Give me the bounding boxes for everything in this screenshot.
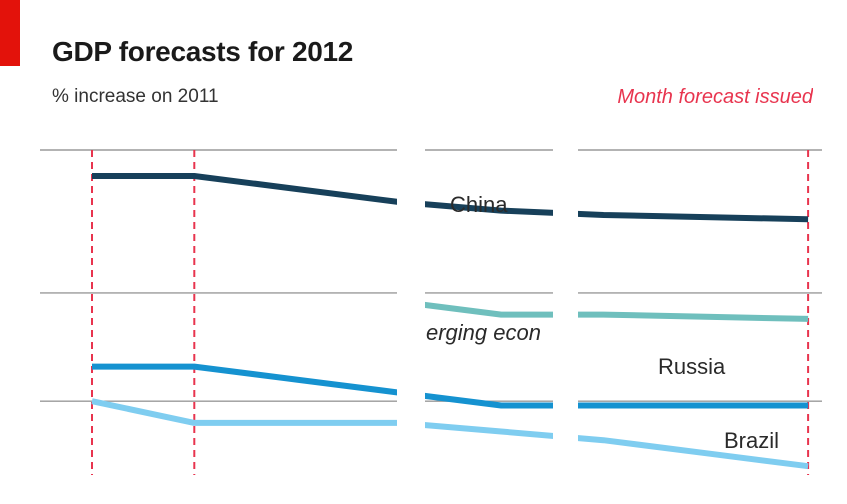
- series-line-china: [92, 173, 809, 223]
- series-label-russia: Russia: [658, 354, 726, 379]
- panel-gaps: [397, 120, 578, 500]
- series-label-brazil: Brazil: [724, 428, 779, 453]
- panel-gap-1: [553, 120, 578, 500]
- series-label-china: China: [450, 192, 508, 217]
- forecast-marker-legend: Month forecast issued: [617, 86, 813, 108]
- gridlines: [40, 149, 822, 402]
- chart-subtitle: % increase on 2011: [52, 86, 219, 107]
- panel-gap-0: [397, 120, 425, 500]
- series-lines: [91, 173, 809, 470]
- series-labels: China erging econ Russia Brazil: [426, 192, 779, 453]
- series-label-emerging-economies: erging econ: [426, 320, 541, 345]
- chart-title: GDP forecasts for 2012: [52, 36, 354, 67]
- series-line-brazil: [91, 398, 809, 470]
- series-line-russia: [92, 363, 809, 409]
- series-line-emerging-economies: [398, 298, 809, 322]
- brand-tag: [0, 0, 20, 66]
